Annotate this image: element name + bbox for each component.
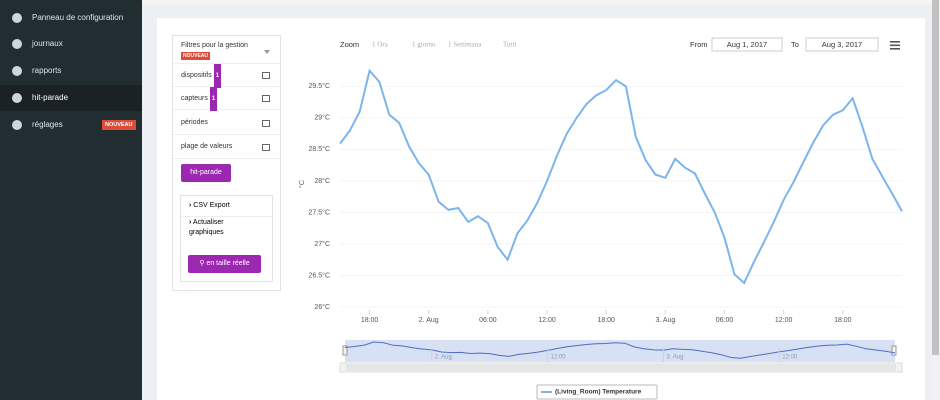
navigator-handle[interactable] [342, 345, 348, 356]
zoom-button[interactable]: Tutti [503, 41, 516, 49]
menu-button[interactable] [890, 41, 900, 50]
filter-icon [262, 144, 270, 151]
menu-bar[interactable] [890, 41, 900, 43]
filter-icon [262, 95, 270, 102]
fullsize-label[interactable]: en taille réelle [206, 260, 250, 267]
filter-title: Filtres pour la gestion [181, 42, 248, 49]
x-tick-label: 06:00 [716, 317, 734, 324]
x-tick-label: 18:00 [597, 317, 615, 324]
navigator-scroll-thumb[interactable] [346, 364, 896, 371]
x-tick-label: 18:00 [834, 317, 852, 324]
menu-bar[interactable] [890, 44, 900, 47]
fullsize-button[interactable]: ⚲ en taille réelle [188, 255, 261, 273]
sidebar-badge: NOUVEAU [102, 120, 136, 130]
x-tick-label: 06:00 [479, 317, 497, 324]
sidebar-label[interactable]: réglages [32, 120, 63, 129]
filter-icon [264, 50, 270, 54]
sidebar-icon[interactable] [12, 66, 22, 76]
filter-label[interactable]: capteurs [181, 95, 208, 102]
series-line [339, 68, 903, 285]
legend-label[interactable]: (Living_Room) Temperature [555, 389, 642, 396]
sidebar-icon[interactable] [12, 39, 22, 49]
filter-item[interactable]: dispositifs 1 [173, 64, 280, 88]
sidebar-label[interactable]: hit-parade [32, 93, 69, 102]
navigator-tick-label: 3. Aug [666, 355, 683, 361]
filter-label[interactable]: périodes [181, 119, 208, 126]
from-value[interactable]: Aug 1, 2017 [727, 40, 767, 49]
sidebar-label[interactable]: rapports [32, 66, 62, 75]
sidebar-icon[interactable] [12, 13, 22, 23]
y-tick-label: 26.5°C [309, 271, 330, 279]
y-tick-label: 27.5°C [309, 208, 330, 216]
menu-bar[interactable] [890, 48, 900, 50]
sidebar-item[interactable]: réglages NOUVEAU [0, 112, 142, 138]
filter-item[interactable]: périodes [173, 112, 280, 135]
top-bar [142, 0, 940, 5]
legend-box [536, 384, 658, 400]
sidebar-icon[interactable] [12, 120, 22, 130]
filter-icon [262, 120, 270, 127]
zoom-button[interactable]: 1 Settimana [448, 41, 482, 49]
navigator-mask[interactable] [345, 340, 895, 362]
filter-panel: Filtres pour la gestion NOUVEAU hit-para… [172, 35, 281, 291]
x-tick-label: 12:00 [775, 317, 793, 324]
sidebar-label[interactable]: Panneau de configuration [32, 13, 124, 22]
sidebar-item[interactable]: journaux [0, 31, 142, 57]
to-value[interactable]: Aug 3, 2017 [822, 40, 862, 49]
sidebar-item[interactable]: Panneau de configuration [0, 5, 142, 31]
hit-parade-button[interactable]: hit-parade [181, 164, 231, 182]
card [157, 18, 925, 400]
y-tick-label: 28°C [314, 177, 330, 185]
filter-item[interactable]: plage de valeurs [173, 136, 280, 159]
y-tick-label: 26°C [314, 303, 330, 311]
sidebar-item[interactable]: rapports [0, 58, 142, 84]
sidebar-label[interactable]: journaux [32, 39, 63, 48]
x-tick-label: 18:00 [361, 317, 379, 324]
filter-item[interactable]: capteurs 1 [173, 87, 280, 111]
filter-label[interactable]: plage de valeurs [181, 143, 233, 150]
y-tick-label: 29.5°C [309, 82, 330, 90]
to-label: To [791, 40, 799, 49]
zoom-label: Zoom [340, 40, 359, 49]
csv-export-label[interactable]: CSV Export [193, 202, 230, 209]
from-input[interactable] [711, 37, 783, 52]
filter-icon [262, 72, 270, 79]
y-tick-label: 29°C [314, 114, 330, 122]
zoom-button[interactable]: 1 giorno [412, 41, 436, 49]
sidebar-icon[interactable] [12, 93, 22, 103]
filter-label[interactable]: dispositifs [181, 72, 212, 79]
filter-badge: NOUVEAU [181, 52, 211, 60]
refresh-charts-label[interactable]: Actualiser graphiques [189, 219, 224, 236]
x-tick-label: 12:00 [538, 317, 556, 324]
navigator-line [344, 341, 896, 359]
navigator-tick-label: 12:00 [551, 355, 567, 361]
from-label: From [690, 40, 708, 49]
refresh-charts[interactable]: › Actualiser graphiques [189, 219, 224, 236]
filter-badge: 1 [209, 87, 218, 111]
y-axis-title: °C [297, 179, 306, 188]
x-tick-label: 2. Aug [419, 317, 439, 324]
filter-badge: 1 [213, 64, 222, 88]
sidebar-item[interactable]: hit-parade [0, 85, 142, 111]
y-tick-label: 27°C [314, 240, 330, 248]
navigator-tick-label: 12:00 [782, 355, 798, 361]
actions-panel: › CSV Export › Actualiser graphiques ⚲ e… [180, 195, 273, 282]
zoom-button[interactable]: 1 Ora [372, 41, 389, 49]
csv-export[interactable]: › CSV Export [181, 196, 272, 217]
x-tick-label: 3. Aug [655, 317, 675, 324]
to-input[interactable] [805, 37, 879, 52]
navigator-tick-label: 2. Aug [435, 355, 452, 361]
y-tick-label: 28.5°C [309, 145, 330, 153]
scrollbar-thumb[interactable] [932, 0, 939, 355]
navigator-handle[interactable] [891, 345, 897, 356]
filter-header: Filtres pour la gestion NOUVEAU [173, 36, 280, 64]
sidebar: Panneau de configuration journaux rapports… [0, 0, 142, 400]
